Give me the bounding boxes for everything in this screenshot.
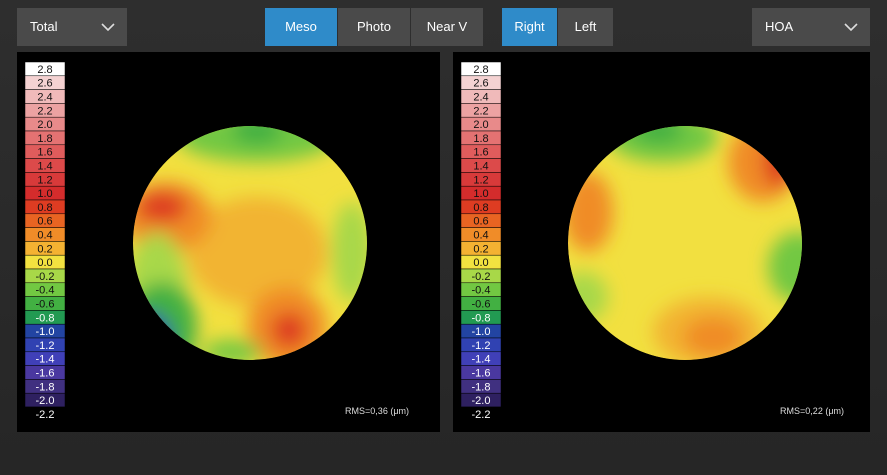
scale-label: -1.4 <box>472 354 491 366</box>
scale-label: -0.8 <box>36 312 55 324</box>
scale-label: -1.8 <box>36 381 55 393</box>
scale-label: 1.6 <box>37 147 52 159</box>
chevron <box>844 23 858 32</box>
dropdown-label: HOA <box>765 19 794 34</box>
scale-label: 2.0 <box>473 119 488 131</box>
lighting-button[interactable]: Photo <box>338 8 410 46</box>
scale-label: -1.6 <box>36 368 55 380</box>
scale-label: 2.8 <box>37 64 52 76</box>
scale-label: 2.4 <box>37 92 52 104</box>
scale-label: 1.6 <box>473 147 488 159</box>
scale-label: 0.2 <box>37 243 52 255</box>
scale-label: -0.4 <box>36 285 55 297</box>
scale-label: 1.0 <box>37 188 52 200</box>
scale-label: -1.4 <box>36 354 55 366</box>
scale-swatch <box>460 406 502 422</box>
scale-label: -1.8 <box>472 381 491 393</box>
scale-label: 1.4 <box>473 161 488 173</box>
scale-label: 1.8 <box>37 133 52 145</box>
scale-label: -2.2 <box>36 409 55 421</box>
eye-button[interactable]: Right <box>502 8 557 46</box>
scale-swatch <box>24 406 66 422</box>
scale-label: 0.4 <box>37 230 52 242</box>
scale-label: 0.2 <box>473 243 488 255</box>
scale-label: 1.2 <box>37 174 52 186</box>
scale-label: 0.0 <box>37 257 52 269</box>
map-panel: 2.8 2.6 2.4 2.2 2.0 1.8 1.6 1.4 1.2 1.0 0.8 0.6 0.4 0… <box>17 52 440 432</box>
scale-label: -0.6 <box>36 299 55 311</box>
scale-label: 2.6 <box>37 78 52 90</box>
wavefront-map <box>133 126 367 360</box>
scale-label: -0.2 <box>36 271 55 283</box>
scale-label: 0.6 <box>37 216 52 228</box>
scale-label: 2.0 <box>37 119 52 131</box>
scale-label: 2.2 <box>37 105 52 117</box>
chevron <box>101 23 115 32</box>
aberration-dropdown[interactable]: HOA <box>752 8 870 46</box>
color-scale: 2.82.62.42.22.01.81.61.41.21.00.80.60.40… <box>460 61 502 422</box>
panel-svg: 2.82.62.42.22.01.81.61.41.21.00.80.60.40… <box>24 61 409 422</box>
scale-label: -0.2 <box>472 271 491 283</box>
dropdown-label: Total <box>30 19 58 34</box>
scale-label: -2.0 <box>36 395 55 407</box>
scale-label: -1.0 <box>36 326 55 338</box>
scale-label: 1.2 <box>473 174 488 186</box>
scale-label: 2.2 <box>473 105 488 117</box>
scale-label: -2.0 <box>472 395 491 407</box>
scale-label: 0.8 <box>37 202 52 214</box>
wavefront-map <box>568 126 802 360</box>
scale-label: -0.4 <box>472 285 491 297</box>
rms-label: RMS=0,22 (μm) <box>780 406 844 416</box>
scale-label: -0.8 <box>472 312 491 324</box>
scale-label: 1.0 <box>473 188 488 200</box>
scale-label: 0.0 <box>473 257 488 269</box>
scale-label: 1.8 <box>473 133 488 145</box>
panel-svg: 2.82.62.42.22.01.81.61.41.21.00.80.60.40… <box>460 61 844 422</box>
scale-label: -1.6 <box>472 368 491 380</box>
scale-label: 0.6 <box>473 216 488 228</box>
scale-label: -1.2 <box>36 340 55 352</box>
scale-label: 1.4 <box>37 161 52 173</box>
eye-button[interactable]: Left <box>558 8 613 46</box>
map-panel: 2.8 2.6 2.4 2.2 2.0 1.8 1.6 1.4 1.2 1.0 0.8 0.6 0.4 0… <box>453 52 870 432</box>
scale-label: 2.4 <box>473 92 488 104</box>
map-dropdown[interactable]: Total <box>17 8 127 46</box>
scale-label: 2.8 <box>473 64 488 76</box>
scale-label: -1.2 <box>472 340 491 352</box>
scale-label: -2.2 <box>472 409 491 421</box>
scale-label: 0.4 <box>473 230 488 242</box>
scale-label: 2.6 <box>473 78 488 90</box>
lighting-button[interactable]: Near V <box>411 8 483 46</box>
rms-label: RMS=0,36 (μm) <box>345 406 409 416</box>
color-scale: 2.82.62.42.22.01.81.61.41.21.00.80.60.40… <box>24 61 66 422</box>
lighting-button[interactable]: Meso <box>265 8 337 46</box>
scale-label: -0.6 <box>472 299 491 311</box>
scale-label: -1.0 <box>472 326 491 338</box>
scale-label: 0.8 <box>473 202 488 214</box>
